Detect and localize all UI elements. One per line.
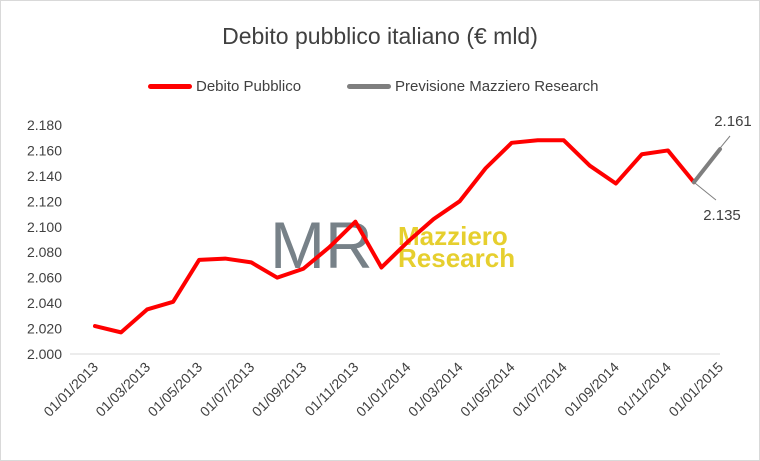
legend-label: Previsione Mazziero Research [395,77,599,95]
y-tick-label: 2.080 [27,244,62,260]
x-tick-label: 01/05/2013 [144,359,205,420]
y-tick-label: 2.160 [27,142,62,158]
x-tick-label: 01/07/2014 [509,359,570,420]
x-tick-label: 01/03/2014 [405,359,466,420]
x-tick-label: 01/05/2014 [457,359,518,420]
x-tick-label: 01/09/2014 [561,359,622,420]
x-tick-label: 01/01/2014 [353,359,414,420]
x-tick-label: 01/09/2013 [249,359,310,420]
x-tick-label: 01/01/2015 [665,359,726,420]
x-tick-label: 01/07/2013 [197,359,258,420]
data-label-last-actual: 2.135 [703,207,741,224]
legend-swatch [148,83,192,89]
x-tick-label: 01/03/2013 [92,359,153,420]
y-tick-label: 2.140 [27,168,62,184]
watermark-logo-mark: MR [270,208,373,282]
data-label-forecast-end: 2.161 [714,113,752,130]
x-tick-label: 01/11/2013 [301,359,361,419]
y-tick-label: 2.040 [27,295,62,311]
x-tick-label: 01/01/2013 [40,359,101,420]
chart-title: Debito pubblico italiano (€ mld) [222,23,538,49]
annotation-leader [719,135,731,149]
x-tick-label: 01/11/2014 [614,359,674,419]
y-tick-label: 2.060 [27,270,62,286]
y-tick-label: 2.120 [27,193,62,209]
series-line-previsione [691,147,722,185]
legend-item-previsione: Previsione Mazziero Research [347,76,598,96]
series-line-debito-pubblico [93,138,696,335]
y-tick-label: 2.180 [27,117,62,133]
legend-swatch [347,83,391,89]
y-tick-label: 2.000 [27,346,62,362]
legend-item-debito-pubblico: Debito Pubblico [148,76,301,96]
annotation-leader [693,181,717,201]
watermark-line2: Research [398,243,515,273]
y-tick-label: 2.020 [27,321,62,337]
legend-label: Debito Pubblico [196,77,302,95]
y-tick-label: 2.100 [27,219,62,235]
